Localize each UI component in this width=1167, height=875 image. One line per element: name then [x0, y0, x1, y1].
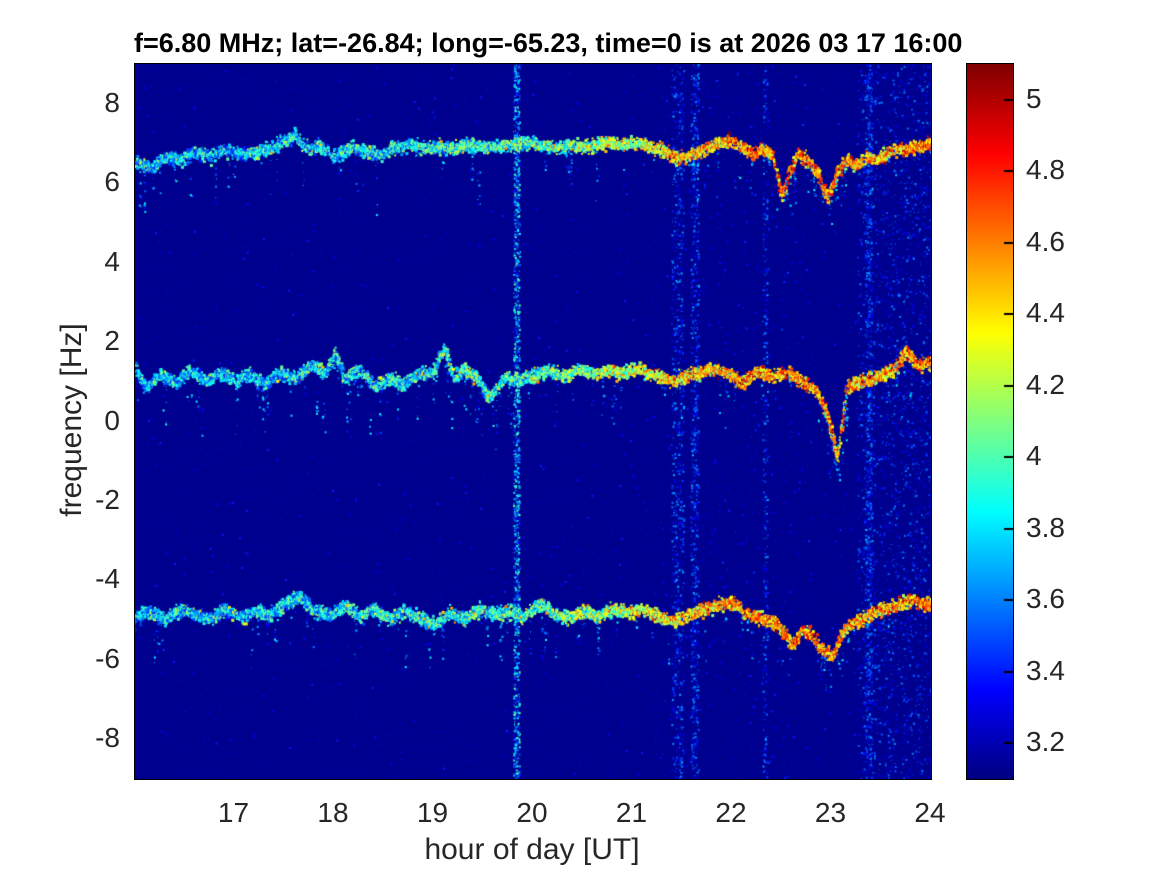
- y-tick-label: -2: [95, 483, 120, 515]
- x-tick-label: 22: [715, 797, 747, 828]
- colorbar-tick-label: 4.6: [1026, 225, 1065, 257]
- x-tick-label: 23: [814, 797, 847, 828]
- colorbar-tick-label: 3.6: [1026, 583, 1065, 615]
- y-tick-label: -4: [95, 563, 120, 595]
- x-tick-label: 18: [317, 797, 349, 828]
- heatmap-canvas: [134, 63, 932, 780]
- colorbar-canvas: [966, 63, 1014, 780]
- y-tick-label: 0: [104, 404, 120, 436]
- colorbar-tick-label: 4.8: [1026, 154, 1065, 186]
- y-tick-label: 4: [104, 245, 120, 277]
- x-axis-label: hour of day [UT]: [424, 833, 640, 866]
- colorbar-tick-label: 4.4: [1026, 297, 1065, 329]
- colorbar-tick-label: 3.8: [1026, 511, 1065, 543]
- y-tick-label: 8: [104, 86, 120, 118]
- colorbar-tick-label: 3.2: [1026, 726, 1065, 758]
- colorbar-tick-label: 3.4: [1026, 654, 1065, 686]
- colorbar-tick-label: 5: [1026, 82, 1042, 114]
- x-tick-label: 20: [516, 797, 548, 828]
- colorbar-tick-label: 4: [1026, 440, 1042, 472]
- x-tick-label: 19: [416, 797, 449, 828]
- x-tick-label: 17: [217, 797, 250, 828]
- y-tick-label: -6: [95, 642, 120, 674]
- y-tick-label: 2: [104, 325, 120, 357]
- chart-title: f=6.80 MHz; lat=-26.84; long=-65.23, tim…: [134, 28, 963, 58]
- y-tick-label: 6: [104, 166, 120, 198]
- y-tick-label: -8: [95, 722, 120, 754]
- x-tick-label: 21: [615, 797, 648, 828]
- colorbar-tick-label: 4.2: [1026, 368, 1065, 400]
- x-tick-label: 24: [914, 797, 946, 828]
